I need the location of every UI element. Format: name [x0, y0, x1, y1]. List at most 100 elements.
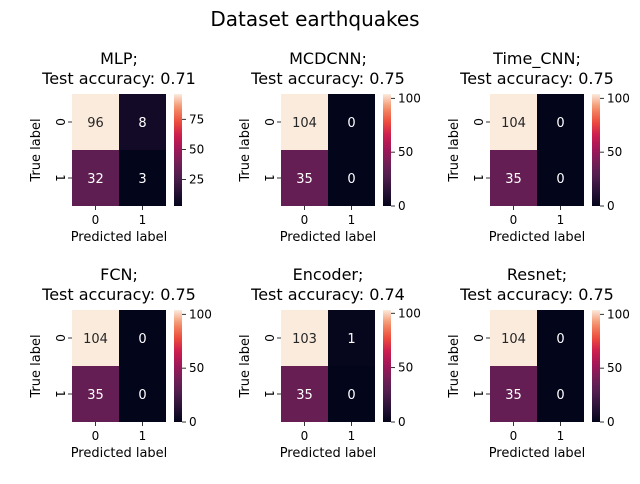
x-axis-label: Predicted label — [489, 230, 586, 245]
x-axis-label: Predicted label — [280, 230, 377, 245]
cell-value-label: 0 — [347, 116, 355, 131]
y-tick-label: 1 — [53, 390, 67, 398]
colorbar-tick-label: 50 — [189, 142, 204, 156]
y-tick-label: 0 — [471, 118, 485, 126]
cell-value-label: 0 — [138, 332, 146, 347]
x-tick-label: 1 — [348, 429, 356, 443]
heatmap-cell — [72, 94, 119, 150]
colorbar-tick-label: 50 — [398, 145, 413, 159]
cell-value-label: 35 — [87, 388, 104, 403]
heatmap-cell — [281, 310, 328, 366]
heatmap-cell — [537, 150, 584, 206]
heatmap-cell — [537, 94, 584, 150]
panel-title-model: Encoder; — [293, 265, 364, 284]
heatmap-cell — [72, 150, 119, 206]
heatmap-cell — [119, 150, 166, 206]
colorbar-tick-label: 100 — [607, 91, 630, 105]
panel-title-accuracy: Test accuracy: 0.75 — [459, 285, 614, 304]
colorbar-tick-label: 0 — [607, 199, 615, 213]
cell-value-label: 103 — [292, 332, 317, 347]
x-axis-label: Predicted label — [71, 230, 168, 245]
colorbar — [174, 310, 182, 422]
y-axis-label: True label — [29, 334, 44, 398]
heatmap-cell — [281, 94, 328, 150]
panel-title-accuracy: Test accuracy: 0.75 — [459, 69, 614, 88]
panel-title-model: Time_CNN; — [492, 49, 581, 69]
cell-value-label: 96 — [87, 116, 104, 131]
y-axis-label: True label — [238, 118, 253, 182]
cell-value-label: 35 — [296, 388, 313, 403]
cell-value-label: 35 — [296, 172, 313, 187]
cell-value-label: 104 — [83, 332, 108, 347]
colorbar-tick-label: 0 — [398, 415, 406, 429]
confusion-matrix-panel: MCDCNN;Test accuracy: 0.75 104 0 35 0 0 1 0 1 Pre… — [238, 49, 421, 245]
y-tick-label: 0 — [262, 334, 276, 342]
cell-value-label: 1 — [347, 332, 355, 347]
confusion-matrix-panel: FCN;Test accuracy: 0.75 104 0 35 0 0 1 0 1 Predic… — [29, 265, 212, 461]
colorbar-tick-label: 50 — [607, 145, 622, 159]
colorbar-tick-label: 100 — [398, 306, 421, 320]
colorbar-tick-label: 75 — [189, 112, 204, 126]
x-tick-label: 1 — [557, 213, 565, 227]
x-tick-label: 0 — [92, 213, 100, 227]
heatmap-cell — [490, 150, 537, 206]
x-tick-label: 1 — [139, 429, 147, 443]
panel-title-model: MLP; — [100, 49, 138, 68]
y-tick-label: 1 — [262, 174, 276, 182]
panel-title-model: FCN; — [100, 265, 138, 284]
cell-value-label: 0 — [347, 172, 355, 187]
heatmap-cell — [328, 150, 375, 206]
panel-title-model: MCDCNN; — [289, 49, 367, 68]
colorbar-tick-label: 0 — [398, 199, 406, 213]
panel-title-accuracy: Test accuracy: 0.75 — [41, 285, 196, 304]
panel-title-model: Resnet; — [507, 265, 567, 284]
cell-value-label: 0 — [556, 388, 564, 403]
cell-value-label: 0 — [556, 332, 564, 347]
x-tick-label: 1 — [557, 429, 565, 443]
confusion-matrix-panel: MLP;Test accuracy: 0.71 96 8 32 3 0 1 0 1 Predict… — [29, 49, 204, 245]
heatmap-cell — [72, 366, 119, 422]
colorbar-tick-label: 50 — [607, 361, 622, 375]
cell-value-label: 32 — [87, 172, 104, 187]
heatmap-cell — [72, 310, 119, 366]
colorbar-tick-label: 100 — [607, 307, 630, 321]
heatmap-cell — [537, 366, 584, 422]
colorbar — [592, 94, 600, 206]
heatmap-cell — [281, 150, 328, 206]
panel-title-accuracy: Test accuracy: 0.74 — [250, 285, 405, 304]
y-axis-label: True label — [29, 118, 44, 182]
cell-value-label: 0 — [138, 388, 146, 403]
cell-value-label: 35 — [505, 388, 522, 403]
x-tick-label: 0 — [510, 213, 518, 227]
cell-value-label: 104 — [292, 116, 317, 131]
panel-title-accuracy: Test accuracy: 0.75 — [250, 69, 405, 88]
cell-value-label: 0 — [347, 388, 355, 403]
colorbar-tick-label: 50 — [189, 361, 204, 375]
heatmap-cell — [490, 310, 537, 366]
y-axis-label: True label — [447, 118, 462, 182]
heatmap-cell — [119, 366, 166, 422]
confusion-matrix-panel: Time_CNN;Test accuracy: 0.75 104 0 35 0 0 1 0 1 P… — [447, 49, 630, 245]
y-tick-label: 1 — [53, 174, 67, 182]
cell-value-label: 8 — [138, 116, 146, 131]
heatmap-cell — [328, 310, 375, 366]
heatmap-cell — [328, 94, 375, 150]
y-axis-label: True label — [238, 334, 253, 398]
x-axis-label: Predicted label — [71, 446, 168, 461]
y-axis-label: True label — [447, 334, 462, 398]
heatmap-cell — [537, 310, 584, 366]
y-tick-label: 0 — [262, 118, 276, 126]
colorbar — [383, 94, 391, 206]
x-tick-label: 1 — [139, 213, 147, 227]
cell-value-label: 35 — [505, 172, 522, 187]
heatmap-cell — [119, 310, 166, 366]
colorbar-tick-label: 100 — [189, 307, 212, 321]
colorbar — [383, 310, 391, 422]
x-axis-label: Predicted label — [489, 446, 586, 461]
x-tick-label: 0 — [92, 429, 100, 443]
confusion-matrix-panel: Resnet;Test accuracy: 0.75 104 0 35 0 0 1 0 1 Pre… — [447, 265, 630, 461]
x-axis-label: Predicted label — [280, 446, 377, 461]
figure-title: Dataset earthquakes — [210, 7, 419, 31]
